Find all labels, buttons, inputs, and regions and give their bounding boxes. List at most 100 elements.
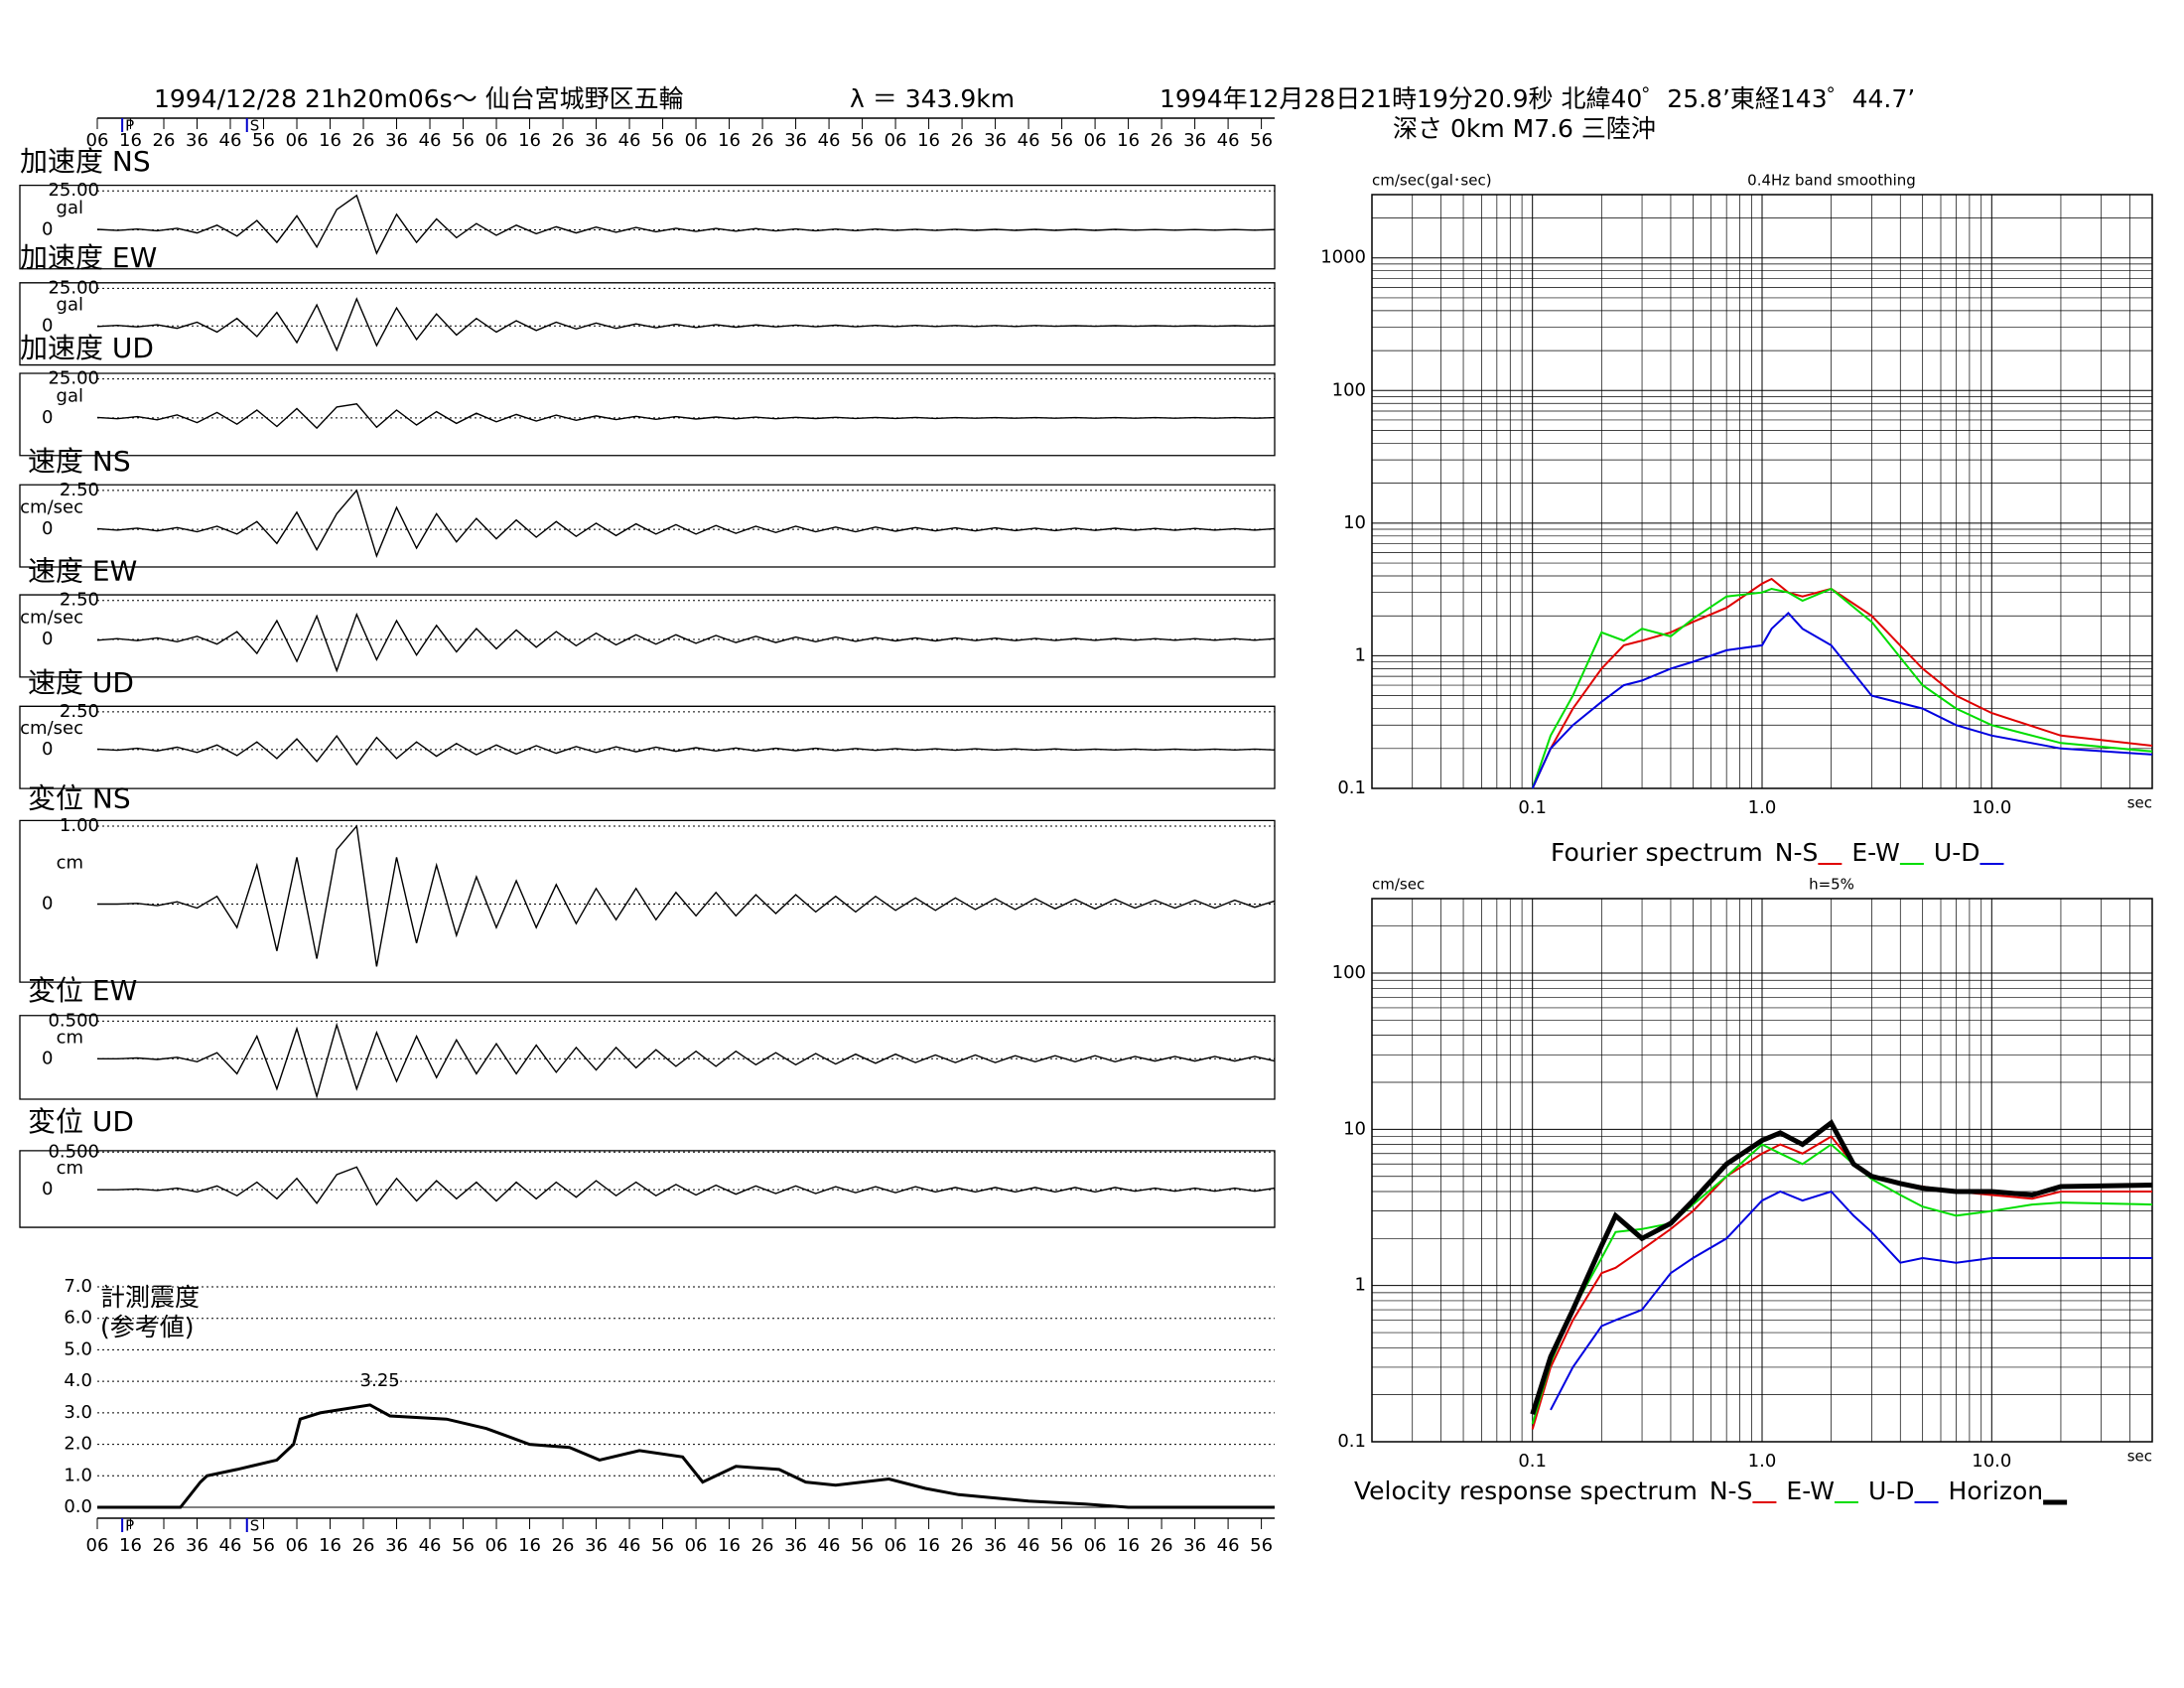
spectrum-line (1531, 1135, 2152, 1430)
unit-label: gal (57, 385, 83, 406)
waveform (96, 194, 1276, 255)
legend-label: E-W (1851, 838, 1900, 867)
x-tick-label: 06 (1084, 1535, 1107, 1556)
panel-label: 変位 UD (28, 1105, 134, 1138)
legend-label: U-D (1934, 838, 1980, 867)
y-tick-label: 4.0 (64, 1370, 92, 1391)
panel-frame (19, 1015, 1276, 1100)
phase-label: S (250, 117, 260, 135)
x-tick-label: 26 (1151, 130, 1173, 151)
x-tick-label: 56 (1250, 130, 1273, 151)
y-tick-label: 1.00 (60, 815, 99, 836)
x-tick-label: 46 (1217, 1535, 1240, 1556)
y-tick-label: 2.0 (64, 1434, 92, 1455)
y-tick-label: 10 (1343, 1118, 1366, 1139)
x-tick-label: 56 (452, 130, 475, 151)
y-tick-label: 0.0 (64, 1496, 92, 1517)
x-tick-label: 46 (818, 130, 841, 151)
x-tick-label: 46 (618, 130, 641, 151)
waveform (97, 1166, 1276, 1206)
intensity-title: 計測震度 (100, 1283, 200, 1312)
panel-label: 変位 EW (28, 974, 137, 1007)
x-tick-label: 46 (618, 1535, 641, 1556)
x-tick-label: 06 (485, 130, 508, 151)
x-tick-label: 56 (851, 1535, 874, 1556)
legend-label: U-D (1868, 1477, 1915, 1505)
x-tick-label: 10.0 (1972, 1451, 2011, 1472)
y-tick-label: 1.0 (64, 1465, 92, 1485)
x-tick-label: 46 (219, 130, 242, 151)
panel-label: 変位 NS (28, 781, 131, 814)
x-tick-label: 16 (319, 1535, 341, 1556)
x-tick-label: 56 (1050, 130, 1073, 151)
x-axis-label: sec (2127, 794, 2152, 812)
y-tick-label: 0 (42, 315, 53, 336)
legend-title: Velocity response spectrum (1354, 1477, 1698, 1505)
x-tick-label: 26 (751, 130, 774, 151)
x-tick-label: 06 (286, 130, 309, 151)
x-tick-label: 0.1 (1518, 797, 1547, 818)
event-depth: 深さ 0km M7.6 三陸沖 (1393, 114, 1656, 143)
y-tick-label: 25.00 (48, 277, 99, 298)
phase-label: P (125, 1517, 134, 1535)
panel-label: 速度 EW (28, 555, 137, 588)
unit-label: cm/sec (20, 496, 83, 517)
y-tick-label: 0 (42, 518, 53, 539)
peak-annotation: 3.25 (360, 1370, 400, 1391)
x-tick-label: 26 (751, 1535, 774, 1556)
x-tick-label: 56 (252, 130, 275, 151)
x-tick-label: 16 (518, 130, 541, 151)
x-tick-label: 16 (319, 130, 341, 151)
x-tick-label: 06 (885, 1535, 907, 1556)
x-tick-label: 06 (885, 130, 907, 151)
x-tick-label: 36 (186, 1535, 208, 1556)
x-tick-label: 26 (951, 1535, 974, 1556)
x-tick-label: 36 (186, 130, 208, 151)
waveform (96, 489, 1276, 558)
x-tick-label: 46 (419, 130, 442, 151)
y-tick-label: 0.500 (48, 1010, 99, 1031)
panel-frame (19, 372, 1276, 457)
event-info: 1994年12月28日21時19分20.9秒 北緯40゜25.8’東経143゜4… (1160, 84, 1915, 113)
y-tick-label: 100 (1332, 379, 1366, 400)
panel-label: 加速度 UD (20, 332, 154, 364)
x-tick-label: 26 (153, 1535, 176, 1556)
legend-label: E-W (1786, 1477, 1835, 1505)
x-tick-label: 06 (286, 1535, 309, 1556)
panel-label: 速度 UD (28, 666, 134, 699)
x-tick-label: 1.0 (1748, 1451, 1777, 1472)
x-tick-label: 46 (1217, 130, 1240, 151)
x-tick-label: 56 (651, 1535, 674, 1556)
y-tick-label: 2.50 (60, 701, 99, 722)
y-tick-label: 0 (42, 894, 53, 914)
y-tick-label: 5.0 (64, 1338, 92, 1359)
x-tick-label: 46 (818, 1535, 841, 1556)
y-tick-label: 100 (1332, 962, 1366, 983)
waveform (96, 403, 1276, 430)
x-axis-label: sec (2127, 1448, 2152, 1466)
y-tick-label: 0 (42, 1048, 53, 1068)
x-tick-label: 36 (385, 130, 408, 151)
panel-frame (19, 705, 1276, 789)
unit-label: cm (57, 1158, 83, 1179)
x-tick-label: 46 (1018, 130, 1040, 151)
waveform (97, 1022, 1276, 1099)
x-tick-label: 0.1 (1518, 1451, 1547, 1472)
panel-frame (19, 184, 1276, 270)
x-tick-label: 16 (718, 1535, 741, 1556)
spectrum-line (1531, 577, 2153, 789)
legend-label: N-S (1709, 1477, 1753, 1505)
panel-frame (19, 594, 1276, 678)
x-tick-label: 26 (951, 130, 974, 151)
x-tick-label: 36 (784, 130, 807, 151)
y-axis-label: cm/sec (1372, 876, 1425, 894)
y-tick-label: 0 (42, 218, 53, 239)
y-tick-label: 2.50 (60, 590, 99, 611)
x-tick-label: 56 (252, 1535, 275, 1556)
panel-frame (19, 282, 1276, 366)
unit-label: gal (57, 198, 83, 218)
x-tick-label: 10.0 (1972, 797, 2011, 818)
y-tick-label: 3.0 (64, 1402, 92, 1423)
x-tick-label: 56 (851, 130, 874, 151)
